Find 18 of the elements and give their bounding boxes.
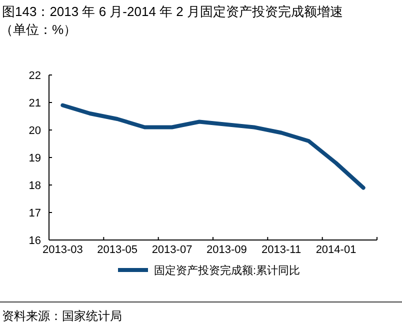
x-tick-label: 2013-09 bbox=[206, 244, 247, 256]
x-tick-label: 2013-11 bbox=[262, 244, 302, 256]
x-tick-label: 2013-07 bbox=[152, 244, 192, 256]
y-tick-label: 16 bbox=[28, 235, 41, 247]
legend-label: 固定资产投资完成额:累计同比 bbox=[154, 264, 300, 277]
x-tick-label: 2013-05 bbox=[97, 244, 138, 256]
y-tick-label: 17 bbox=[28, 208, 41, 220]
chart-subtitle: （单位：%） bbox=[0, 22, 77, 37]
y-tick-label: 21 bbox=[28, 98, 41, 110]
line-series bbox=[60, 103, 366, 190]
x-tick-label: 2013-03 bbox=[42, 244, 83, 256]
chart-title: 图143：2013 年 6 月-2014 年 2 月固定资产投资完成额增速 bbox=[2, 4, 343, 19]
y-tick-label: 20 bbox=[28, 125, 41, 137]
y-tick-label: 22 bbox=[28, 70, 41, 82]
x-tick-label: 2014-01 bbox=[316, 244, 356, 256]
y-tick-label: 18 bbox=[28, 180, 41, 192]
y-tick-label: 19 bbox=[28, 152, 41, 164]
text: 资料来源：国家统计局 bbox=[2, 309, 122, 323]
